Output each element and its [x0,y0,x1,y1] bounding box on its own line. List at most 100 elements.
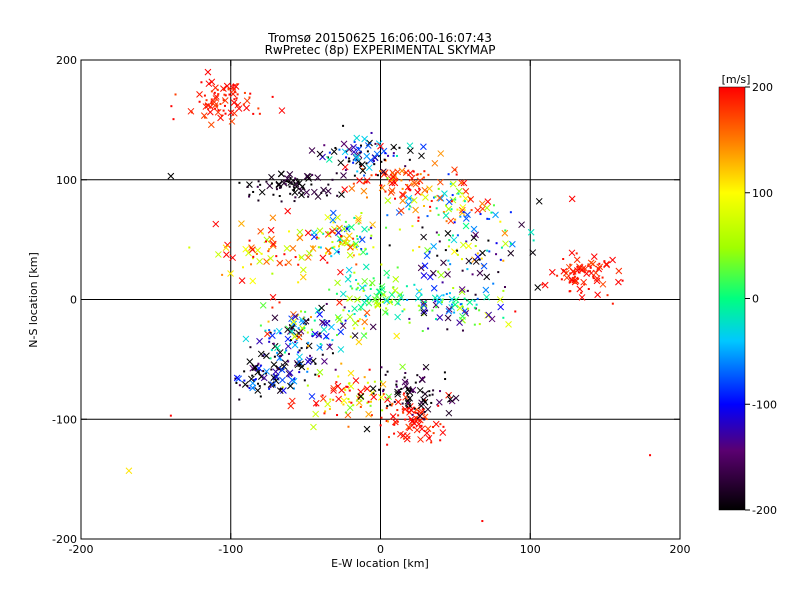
data-point-cross [412,206,419,214]
data-point-dot [569,263,572,266]
data-point-dot [541,283,544,286]
data-point-dot [262,370,265,373]
data-point-dot [562,258,565,261]
data-point-cross [308,393,316,400]
data-point-dot [454,198,457,201]
data-point-dot [589,270,592,273]
data-point-dot [270,349,273,352]
data-point-dot [257,107,260,110]
data-point-dot [355,279,358,282]
data-point-dot [406,184,409,187]
data-point-cross [476,269,484,277]
data-point-cross [541,281,549,289]
data-point-dot [445,220,448,223]
x-tick-label: -100 [218,543,243,556]
data-point-dot [403,392,406,395]
data-point-dot [270,368,273,371]
data-point-cross [387,189,395,196]
data-point-dot [322,232,325,235]
data-point-dot [344,393,347,396]
data-point-cross [572,277,580,285]
data-point-dot [249,346,252,349]
data-point-dot [328,234,331,237]
data-point-dot [356,170,359,173]
data-point-cross [346,404,354,412]
colorbar-ticks: 200 100 0 -100 -200 [745,81,777,517]
data-point-cross [603,261,610,269]
data-point-dot [319,343,322,346]
y-axis-label: N-S location [km] [27,252,40,348]
data-point-dot [224,112,227,115]
data-point-dot [583,283,586,286]
data-point-cross [412,180,420,188]
data-point-dot [248,195,251,198]
data-point-dot [446,328,449,331]
data-point-dot [420,424,423,427]
data-point-dot [254,378,257,381]
data-point-cross [212,95,220,102]
data-point-cross [455,187,463,195]
data-point-dot [411,413,414,416]
data-point-dot [423,367,426,370]
data-point-dot [418,187,421,190]
data-point-cross [287,402,295,410]
data-point-dot [271,306,274,309]
data-point-dot [269,385,272,388]
data-point-dot [331,241,334,244]
data-point-dot [337,245,340,248]
data-point-dot [611,302,614,305]
data-point-dot [348,157,351,160]
data-point-dot [363,174,366,177]
data-point-dot [434,300,437,303]
data-point-cross [355,146,363,153]
data-point-dot [357,320,360,323]
data-point-dot [403,308,406,311]
data-point-dot [188,246,191,249]
data-point-dot [430,441,433,444]
data-point-dot [200,81,203,84]
data-point-cross [337,268,344,276]
data-point-dot [348,389,351,392]
data-point-dot [449,182,452,185]
data-point-dot [392,154,395,157]
data-point-dot [386,370,389,373]
data-point-cross [323,319,331,327]
data-point-dot [369,284,372,287]
data-point-dot [486,217,489,220]
data-point-dot [497,271,500,274]
data-point-cross [215,251,222,258]
data-point-cross [581,265,589,273]
data-point-dot [581,269,584,272]
data-point-cross [529,249,537,256]
data-point-dot [392,415,395,418]
data-point-dot [370,234,373,237]
data-point-cross [212,220,220,228]
data-point-dot [309,316,312,319]
data-point-cross [254,387,262,394]
data-point-dot [385,419,388,422]
data-point-cross [479,249,486,257]
data-point-dot [271,272,274,275]
y-tick-label: 200 [56,54,77,67]
data-point-dot [210,100,213,103]
data-point-dot [222,109,225,112]
data-point-cross [420,143,427,151]
data-point-dot [365,181,368,184]
data-point-cross [299,266,307,274]
data-point-dot [303,379,306,382]
data-point-cross [338,386,345,394]
data-point-dot [347,398,350,401]
data-point-dot [287,352,290,355]
data-point-cross [336,299,343,306]
data-point-dot [330,255,333,258]
data-point-dot [259,395,262,398]
data-point-dot [344,242,347,245]
data-point-cross [442,212,450,219]
data-point-cross [223,251,230,258]
data-point-dot [390,404,393,407]
data-point-cross [394,313,402,321]
data-point-dot [299,187,302,190]
data-point-cross [312,399,320,407]
data-point-dot [430,199,433,202]
data-point-dot [421,408,424,411]
